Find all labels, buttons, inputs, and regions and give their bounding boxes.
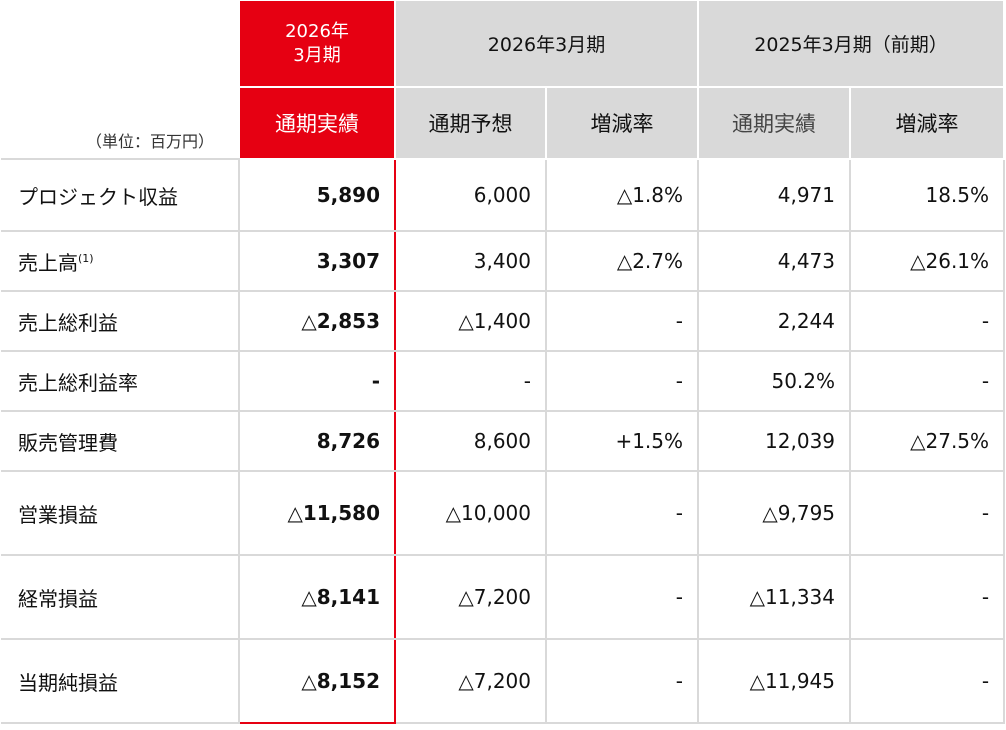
prev-actual-cell: 2,244 bbox=[698, 291, 852, 352]
vs-forecast-cell: - bbox=[546, 291, 700, 352]
forecast-cell: 8,600 bbox=[395, 411, 547, 472]
vs-prev-cell: - bbox=[850, 639, 1006, 724]
forecast-cell: △1,400 bbox=[395, 291, 547, 352]
vs-forecast-cell: △2.7% bbox=[546, 231, 700, 292]
actual-cell: - bbox=[238, 351, 396, 412]
table-row: 売上高(1) 3,307 3,400 △2.7% 4,473 △26.1% bbox=[1, 231, 1006, 292]
row-label-text: 売上総利益 bbox=[18, 310, 118, 335]
actual-cell: △8,152 bbox=[238, 639, 396, 724]
unit-label: （単位：百万円） bbox=[1, 1, 240, 160]
col-vs-prev: 増減率 bbox=[850, 87, 1006, 160]
prev-actual-cell: 4,971 bbox=[698, 159, 852, 232]
row-label: 売上総利益 bbox=[1, 291, 240, 352]
row-label: 売上総利益率 bbox=[1, 351, 240, 412]
header-row-2: 通期実績 通期予想 増減率 通期実績 増減率 bbox=[1, 87, 1006, 160]
row-label-text: 経常損益 bbox=[18, 586, 98, 611]
row-label: プロジェクト収益 bbox=[1, 159, 240, 232]
row-label-text: プロジェクト収益 bbox=[18, 184, 178, 209]
vs-forecast-cell: △1.8% bbox=[546, 159, 700, 232]
vs-prev-cell: - bbox=[850, 291, 1006, 352]
table-row: 営業損益 △11,580 △10,000 - △9,795 - bbox=[1, 471, 1006, 556]
col-forecast: 通期予想 bbox=[395, 87, 547, 160]
vs-prev-cell: △27.5% bbox=[850, 411, 1006, 472]
prev-actual-cell: 50.2% bbox=[698, 351, 852, 412]
vs-prev-cell: - bbox=[850, 555, 1006, 640]
vs-forecast-cell: - bbox=[546, 555, 700, 640]
current-period-heading: 2026年 3月期 bbox=[239, 1, 396, 88]
actual-cell: △8,141 bbox=[238, 555, 396, 640]
row-label-text: 販売管理費 bbox=[18, 430, 118, 455]
forecast-cell: △10,000 bbox=[395, 471, 547, 556]
row-label-text: 売上高 bbox=[18, 250, 78, 275]
row-label: 当期純損益 bbox=[1, 639, 240, 724]
col-vs-forecast: 増減率 bbox=[546, 87, 700, 160]
row-label-text: 営業損益 bbox=[18, 502, 98, 527]
table-row: 売上総利益 △2,853 △1,400 - 2,244 - bbox=[1, 291, 1006, 352]
table-row: 販売管理費 8,726 8,600 +1.5% 12,039 △27.5% bbox=[1, 411, 1006, 472]
actual-cell: 8,726 bbox=[238, 411, 396, 472]
table-row: 当期純損益 △8,152 △7,200 - △11,945 - bbox=[1, 639, 1006, 724]
row-label: 営業損益 bbox=[1, 471, 240, 556]
col-prev-actual: 通期実績 bbox=[698, 87, 852, 160]
prev-actual-cell: △11,945 bbox=[698, 639, 852, 724]
group-2025-heading: 2025年3月期（前期） bbox=[698, 1, 1006, 88]
actual-cell: △2,853 bbox=[238, 291, 396, 352]
vs-forecast-cell: +1.5% bbox=[546, 411, 700, 472]
actual-cell: 5,890 bbox=[238, 159, 396, 232]
table-row: プロジェクト収益 5,890 6,000 △1.8% 4,971 18.5% bbox=[1, 159, 1006, 232]
group-2026-heading: 2026年3月期 bbox=[395, 1, 700, 88]
row-label: 販売管理費 bbox=[1, 411, 240, 472]
forecast-cell: - bbox=[395, 351, 547, 412]
table-row: 売上総利益率 - - - 50.2% - bbox=[1, 351, 1006, 412]
col-current-actual: 通期実績 bbox=[239, 87, 396, 160]
prev-actual-cell: 12,039 bbox=[698, 411, 852, 472]
forecast-cell: 6,000 bbox=[395, 159, 547, 232]
actual-cell: △11,580 bbox=[238, 471, 396, 556]
row-label-text: 当期純損益 bbox=[18, 670, 118, 695]
current-period-year: 2026年 bbox=[285, 20, 349, 42]
vs-prev-cell: - bbox=[850, 471, 1006, 556]
table-row: 経常損益 △8,141 △7,200 - △11,334 - bbox=[1, 555, 1006, 640]
row-label-text: 売上総利益率 bbox=[18, 370, 138, 395]
prev-actual-cell: △11,334 bbox=[698, 555, 852, 640]
vs-prev-cell: 18.5% bbox=[850, 159, 1006, 232]
header-row-1: （単位：百万円） 2026年 3月期 2026年3月期 2025年3月期（前期） bbox=[1, 1, 1006, 160]
forecast-cell: 3,400 bbox=[395, 231, 547, 292]
current-period-month: 3月期 bbox=[293, 44, 341, 66]
forecast-cell: △7,200 bbox=[395, 555, 547, 640]
vs-forecast-cell: - bbox=[546, 639, 700, 724]
footnote-marker: (1) bbox=[78, 251, 94, 265]
forecast-cell: △7,200 bbox=[395, 639, 547, 724]
actual-cell: 3,307 bbox=[238, 231, 396, 292]
vs-prev-cell: △26.1% bbox=[850, 231, 1006, 292]
prev-actual-cell: 4,473 bbox=[698, 231, 852, 292]
row-label: 経常損益 bbox=[1, 555, 240, 640]
vs-prev-cell: - bbox=[850, 351, 1006, 412]
prev-actual-cell: △9,795 bbox=[698, 471, 852, 556]
vs-forecast-cell: - bbox=[546, 351, 700, 412]
row-label: 売上高(1) bbox=[1, 231, 240, 292]
vs-forecast-cell: - bbox=[546, 471, 700, 556]
